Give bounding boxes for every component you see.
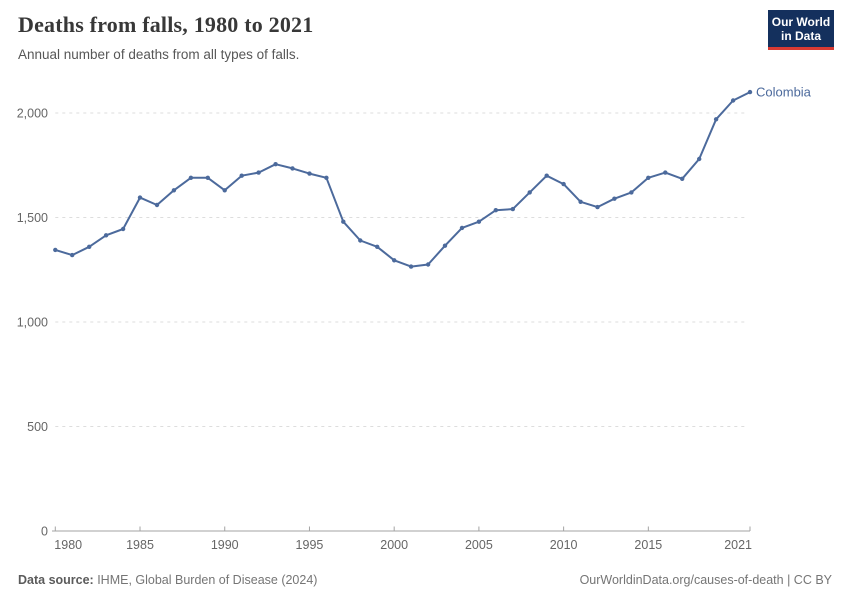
credit-link[interactable]: OurWorldinData.org/causes-of-death | CC …: [579, 573, 832, 587]
data-point[interactable]: [137, 195, 143, 200]
owid-logo-line1: Our World: [771, 14, 831, 29]
data-point[interactable]: [222, 188, 227, 193]
data-point[interactable]: [493, 208, 498, 213]
data-source-label: Data source:: [18, 573, 94, 587]
data-point[interactable]: [527, 190, 532, 195]
data-point[interactable]: [154, 202, 160, 208]
data-point[interactable]: [561, 181, 566, 187]
data-point[interactable]: [307, 171, 312, 176]
x-tick-label: 2005: [465, 538, 493, 552]
y-tick-label: 500: [27, 420, 48, 434]
data-point[interactable]: [612, 196, 617, 201]
x-tick-label: 2021: [724, 538, 752, 552]
x-tick-label: 1995: [296, 538, 324, 552]
data-point[interactable]: [205, 175, 210, 180]
data-point[interactable]: [595, 204, 600, 210]
data-point[interactable]: [510, 206, 515, 212]
data-point[interactable]: [747, 89, 753, 95]
owid-logo[interactable]: Our World in Data: [768, 10, 834, 50]
x-tick-label: 2000: [380, 538, 408, 552]
data-point[interactable]: [730, 98, 736, 103]
chart-subtitle: Annual number of deaths from all types o…: [18, 47, 300, 62]
data-point[interactable]: [120, 226, 126, 232]
data-point[interactable]: [408, 264, 414, 269]
data-point[interactable]: [70, 252, 75, 258]
data-point[interactable]: [442, 243, 448, 248]
data-point[interactable]: [425, 262, 431, 267]
y-tick-label: 2,000: [17, 107, 48, 121]
y-tick-label: 1,500: [17, 211, 48, 225]
data-point[interactable]: [476, 219, 482, 224]
chart-header: Deaths from falls, 1980 to 2021 Annual n…: [18, 12, 718, 62]
data-point[interactable]: [358, 238, 363, 243]
data-point[interactable]: [629, 190, 634, 195]
data-point[interactable]: [375, 244, 380, 249]
data-point[interactable]: [273, 162, 278, 167]
x-tick-label: 2015: [634, 538, 662, 552]
chart-title: Deaths from falls, 1980 to 2021: [18, 12, 314, 37]
series-label[interactable]: Colombia: [756, 85, 812, 100]
owid-logo-line2: in Data: [780, 28, 821, 43]
x-tick-label: 2010: [550, 538, 578, 552]
data-point[interactable]: [171, 188, 177, 193]
x-tick-label: 1980: [54, 538, 82, 552]
y-tick-label: 0: [41, 525, 48, 539]
data-point[interactable]: [87, 244, 92, 249]
data-point[interactable]: [341, 219, 346, 224]
trend-line: [54, 91, 751, 268]
data-source: Data source: IHME, Global Burden of Dise…: [18, 573, 317, 587]
data-point[interactable]: [713, 117, 719, 122]
data-point[interactable]: [239, 173, 244, 178]
data-source-text: IHME, Global Burden of Disease (2024): [93, 573, 318, 587]
chart-footer: Data source: IHME, Global Burden of Dise…: [18, 573, 832, 587]
data-point[interactable]: [663, 170, 668, 175]
x-tick-label: 1990: [211, 538, 239, 552]
data-point[interactable]: [578, 199, 583, 204]
data-point[interactable]: [544, 173, 549, 178]
x-tick-label: 1985: [126, 538, 154, 552]
data-point[interactable]: [697, 156, 702, 162]
data-point[interactable]: [680, 176, 685, 181]
data-point[interactable]: [459, 225, 465, 231]
data-point[interactable]: [392, 258, 397, 263]
y-tick-label: 1,000: [17, 316, 48, 330]
data-point[interactable]: [188, 175, 194, 180]
data-point[interactable]: [256, 170, 261, 175]
data-point[interactable]: [324, 175, 329, 180]
data-point[interactable]: [646, 175, 651, 180]
data-point[interactable]: [53, 247, 58, 253]
data-point[interactable]: [290, 166, 295, 171]
data-point[interactable]: [103, 233, 109, 238]
